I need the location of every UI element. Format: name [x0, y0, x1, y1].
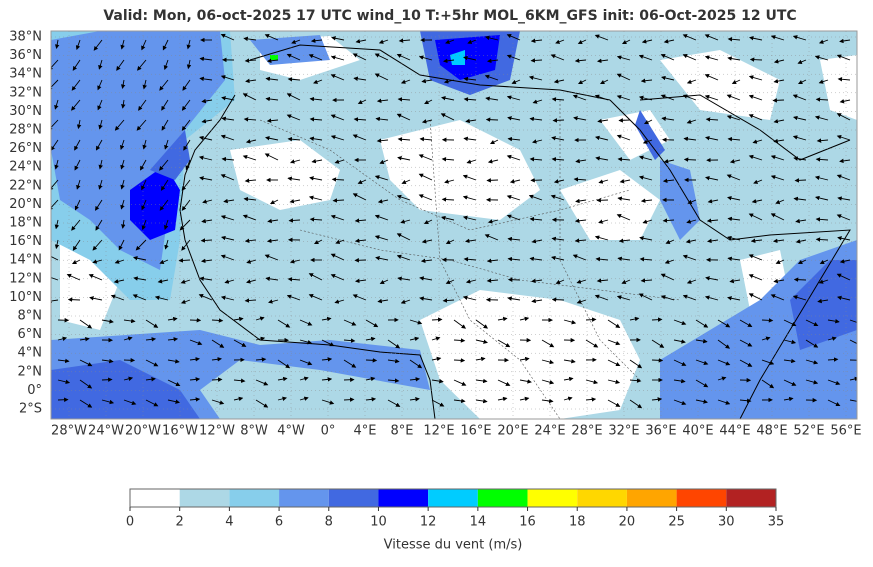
lat-label: 22°N [9, 178, 42, 193]
lon-label: 44°E [719, 424, 750, 439]
lon-label: 52°E [793, 424, 824, 439]
map-area [46, 31, 862, 419]
lon-label: 12°E [423, 424, 454, 439]
lat-label: 38°N [9, 30, 42, 45]
lon-label: 36°E [645, 424, 676, 439]
wind-arrow [795, 180, 806, 181]
colorbar-tick-label: 6 [275, 515, 283, 530]
lon-label: 28°W [51, 424, 87, 439]
lat-label: 2°S [19, 402, 42, 417]
colorbar: 0 2 4 6 8 10 12 14 16 18 20 25 30 35 [126, 489, 784, 530]
colorbar-tick-label: 2 [176, 515, 184, 530]
colorbar-swatch [130, 489, 180, 507]
lon-label: 8°E [391, 424, 414, 439]
wind-arrow [344, 399, 354, 400]
colorbar-tick-label: 35 [768, 515, 785, 530]
lat-label: 16°N [9, 234, 42, 249]
colorbar-tick-label: 4 [225, 515, 233, 530]
colorbar-tick-label: 25 [668, 515, 685, 530]
wind-arrow [652, 360, 662, 361]
colorbar-tick-label: 0 [126, 515, 134, 530]
lat-label: 34°N [9, 67, 42, 82]
colorbar-tick-label: 14 [470, 515, 487, 530]
colorbar-swatch [577, 489, 627, 507]
wind-arrow [762, 320, 772, 321]
colorbar-tick-label: 30 [718, 515, 735, 530]
lat-label: 24°N [9, 160, 42, 175]
lon-label: 32°E [608, 424, 639, 439]
lon-label: 40°E [682, 424, 713, 439]
lat-label: 10°N [9, 290, 42, 305]
lat-label: 2°N [18, 364, 43, 379]
lon-label: 20°E [497, 424, 528, 439]
lat-label: 0° [27, 383, 42, 398]
wind-arrow [553, 300, 564, 301]
lat-label: 36°N [9, 48, 42, 63]
lat-label: 14°N [9, 253, 42, 268]
colorbar-swatch [726, 489, 776, 507]
wind-arrow [487, 180, 498, 181]
colorbar-label: Vitesse du vent (m/s) [384, 538, 523, 553]
wind-arrow [69, 300, 80, 301]
wind-arrow [773, 100, 784, 101]
colorbar-tick-label: 8 [325, 515, 333, 530]
wind-arrow [432, 319, 442, 320]
colorbar-swatch [279, 489, 329, 507]
lon-label: 24°E [534, 424, 565, 439]
colorbar-swatch [528, 489, 578, 507]
colorbar-swatch [478, 489, 528, 507]
colorbar-tick-label: 18 [569, 515, 586, 530]
wind-arrow [751, 59, 762, 60]
title: Valid: Mon, 06-oct-2025 17 UTC wind_10 T… [103, 8, 796, 24]
lon-label: 16°E [460, 424, 491, 439]
lon-label: 4°E [354, 424, 377, 439]
lon-label: 0° [321, 424, 336, 439]
wind-arrow [586, 319, 596, 320]
lat-label: 4°N [18, 346, 43, 361]
lat-label: 8°N [18, 309, 43, 324]
lat-label: 12°N [9, 271, 42, 286]
lat-label: 18°N [9, 216, 42, 231]
lon-label: 12°W [199, 424, 235, 439]
colorbar-swatch [329, 489, 379, 507]
lat-label: 32°N [9, 85, 42, 100]
lon-label: 4°W [277, 424, 305, 439]
colorbar-tick-label: 20 [619, 515, 636, 530]
wind-arrow [102, 380, 112, 381]
lat-label: 28°N [9, 123, 42, 138]
lat-label: 20°N [9, 197, 42, 212]
wind-arrow [212, 379, 222, 380]
colorbar-swatch [378, 489, 428, 507]
lat-label: 26°N [9, 141, 42, 156]
colorbar-swatch [428, 489, 478, 507]
wind-arrow [366, 360, 376, 361]
lat-label: 30°N [9, 104, 42, 119]
colorbar-swatch [627, 489, 677, 507]
lon-label: 16°W [162, 424, 198, 439]
colorbar-tick-label: 12 [420, 515, 437, 530]
colorbar-tick-label: 16 [519, 515, 536, 530]
lon-label: 24°W [88, 424, 124, 439]
colorbar-tick-label: 10 [370, 515, 387, 530]
wind-arrow [553, 120, 564, 121]
colorbar-swatch [180, 489, 230, 507]
lon-label: 8°W [240, 424, 268, 439]
lon-label: 28°E [571, 424, 602, 439]
lon-label: 20°W [125, 424, 161, 439]
colorbar-swatch [229, 489, 279, 507]
wind-arrow [652, 319, 662, 320]
lon-label: 48°E [756, 424, 787, 439]
lat-label: 6°N [18, 327, 43, 342]
lon-label: 56°E [830, 424, 861, 439]
wind-arrow [454, 360, 464, 361]
wind-arrow [685, 159, 696, 160]
wind-arrow [487, 120, 498, 121]
colorbar-swatch [677, 489, 727, 507]
wind-arrow [619, 120, 630, 121]
wind-arrow [795, 280, 806, 281]
